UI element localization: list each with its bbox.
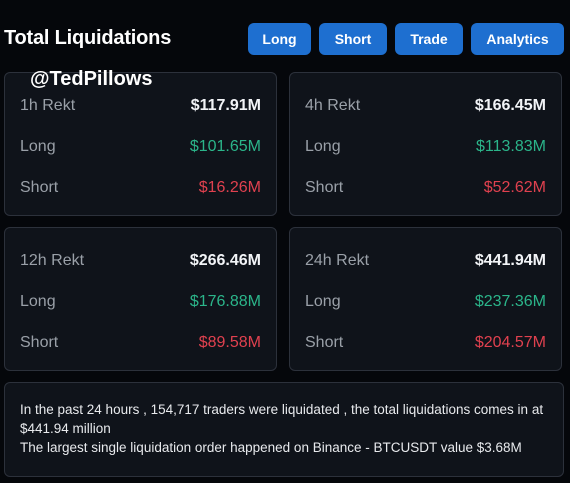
card-title: 24h Rekt bbox=[305, 252, 370, 269]
card-24h-rekt: 24h Rekt $441.94M Long $237.36M Short $2… bbox=[289, 227, 562, 371]
short-row: Short $204.57M bbox=[305, 333, 546, 353]
total-value: $441.94M bbox=[474, 252, 546, 269]
summary-line-traders: In the past 24 hours , 154,717 traders w… bbox=[20, 402, 544, 436]
long-label: Long bbox=[305, 293, 341, 310]
long-label: Long bbox=[20, 293, 56, 310]
long-value: $237.36M bbox=[474, 293, 546, 310]
card-title: 12h Rekt bbox=[20, 252, 85, 269]
card-title: 1h Rekt bbox=[20, 97, 76, 114]
short-row: Short $89.58M bbox=[20, 333, 261, 353]
long-row: Long $101.65M bbox=[20, 137, 261, 157]
total-value: $266.46M bbox=[189, 252, 261, 269]
total-row: 4h Rekt $166.45M bbox=[305, 96, 546, 116]
long-row: Long $176.88M bbox=[20, 292, 261, 312]
total-row: 12h Rekt $266.46M bbox=[20, 251, 261, 271]
long-row: Long $113.83M bbox=[305, 137, 546, 157]
short-label: Short bbox=[305, 334, 344, 351]
total-row: 1h Rekt $117.91M bbox=[20, 96, 261, 116]
total-row: 24h Rekt $441.94M bbox=[305, 251, 546, 271]
header: Total Liquidations Long Short Trade Anal… bbox=[0, 0, 570, 70]
short-label: Short bbox=[20, 179, 59, 196]
summary-line-largest-order: The largest single liquidation order hap… bbox=[20, 440, 522, 455]
watermark-handle: @TedPillows bbox=[30, 68, 153, 90]
trade-button[interactable]: Trade bbox=[395, 23, 463, 55]
short-value: $89.58M bbox=[198, 334, 261, 351]
short-value: $204.57M bbox=[474, 334, 546, 351]
total-value: $117.91M bbox=[190, 97, 261, 114]
card-4h-rekt: 4h Rekt $166.45M Long $113.83M Short $52… bbox=[289, 72, 562, 216]
long-button[interactable]: Long bbox=[248, 23, 311, 55]
page-title: Total Liquidations bbox=[4, 27, 172, 49]
total-value: $166.45M bbox=[474, 97, 546, 114]
card-12h-rekt: 12h Rekt $266.46M Long $176.88M Short $8… bbox=[4, 227, 277, 371]
card-1h-rekt: 1h Rekt $117.91M Long $101.65M Short $16… bbox=[4, 72, 277, 216]
long-label: Long bbox=[20, 138, 56, 155]
card-title: 4h Rekt bbox=[305, 97, 361, 114]
long-row: Long $237.36M bbox=[305, 292, 546, 312]
short-label: Short bbox=[20, 334, 59, 351]
long-value: $101.65M bbox=[189, 138, 261, 155]
long-value: $176.88M bbox=[189, 293, 261, 310]
analytics-button[interactable]: Analytics bbox=[471, 23, 564, 55]
short-value: $16.26M bbox=[198, 179, 261, 196]
short-label: Short bbox=[305, 179, 344, 196]
summary-panel: In the past 24 hours , 154,717 traders w… bbox=[4, 382, 564, 477]
short-button[interactable]: Short bbox=[319, 23, 387, 55]
short-row: Short $16.26M bbox=[20, 178, 261, 198]
short-value: $52.62M bbox=[483, 179, 546, 196]
short-row: Short $52.62M bbox=[305, 178, 546, 198]
long-label: Long bbox=[305, 138, 341, 155]
long-value: $113.83M bbox=[476, 138, 546, 155]
